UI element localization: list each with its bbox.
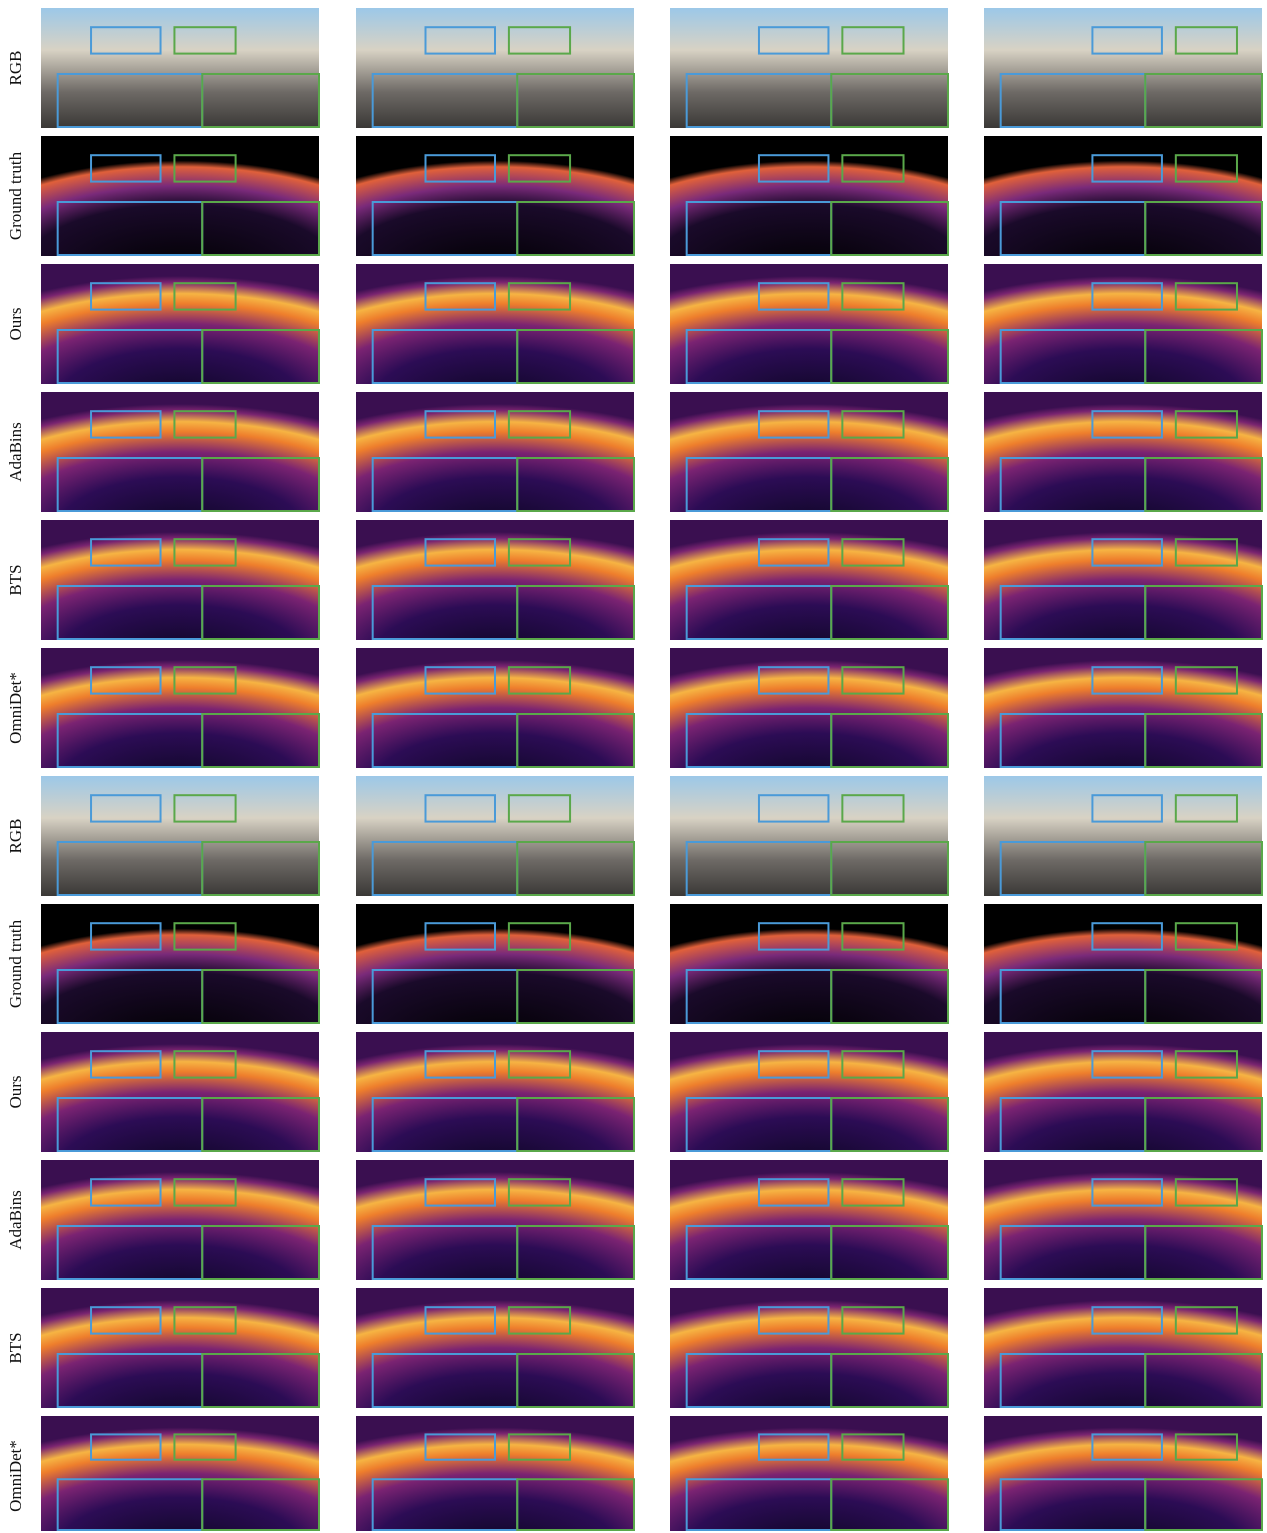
image-panel bbox=[670, 392, 948, 512]
image-panel bbox=[41, 520, 319, 640]
image-panel bbox=[984, 1160, 1262, 1280]
row-label: OmniDet* bbox=[6, 1440, 25, 1512]
image-panel bbox=[356, 904, 634, 1024]
image-panel bbox=[356, 1160, 634, 1280]
image-panel bbox=[356, 8, 634, 128]
image-panel bbox=[670, 520, 948, 640]
row-label: RGB bbox=[6, 51, 25, 86]
image-panel bbox=[670, 1160, 948, 1280]
row-label: Ground truth bbox=[6, 919, 25, 1008]
image-panel bbox=[41, 1032, 319, 1152]
image-panel bbox=[41, 1160, 319, 1280]
image-panel bbox=[356, 1288, 634, 1408]
image-panel bbox=[984, 1416, 1262, 1531]
image-panel bbox=[356, 1032, 634, 1152]
image-panel bbox=[41, 776, 319, 896]
image-panel bbox=[356, 648, 634, 768]
image-panel bbox=[356, 392, 634, 512]
image-panel bbox=[356, 1416, 634, 1531]
row-label: AdaBins bbox=[6, 1190, 25, 1250]
image-panel bbox=[41, 264, 319, 384]
row-label: RGB bbox=[6, 819, 25, 854]
image-panel bbox=[984, 8, 1262, 128]
image-panel bbox=[670, 904, 948, 1024]
image-panel bbox=[41, 392, 319, 512]
image-panel bbox=[356, 136, 634, 256]
image-panel bbox=[984, 904, 1262, 1024]
image-panel bbox=[984, 264, 1262, 384]
image-panel bbox=[984, 392, 1262, 512]
image-panel bbox=[41, 1416, 319, 1531]
image-panel bbox=[41, 648, 319, 768]
figure: RGB Ground truth Ours AdaBins BTS OmniDet* RGB… bbox=[0, 0, 1267, 1533]
image-panel bbox=[41, 8, 319, 128]
image-panel bbox=[670, 776, 948, 896]
image-panel bbox=[41, 136, 319, 256]
image-panel bbox=[356, 520, 634, 640]
row-label: Ours bbox=[6, 1075, 25, 1108]
image-panel bbox=[984, 520, 1262, 640]
row-label: Ground truth bbox=[6, 151, 25, 240]
image-panel bbox=[41, 904, 319, 1024]
row-label: Ours bbox=[6, 307, 25, 340]
row-label: BTS bbox=[6, 564, 25, 595]
image-panel bbox=[670, 648, 948, 768]
image-panel bbox=[356, 776, 634, 896]
image-panel bbox=[356, 264, 634, 384]
row-label: OmniDet* bbox=[6, 672, 25, 744]
image-panel bbox=[670, 136, 948, 256]
row-label: AdaBins bbox=[6, 422, 25, 482]
image-panel bbox=[984, 136, 1262, 256]
image-panel bbox=[670, 1032, 948, 1152]
image-panel bbox=[984, 776, 1262, 896]
image-panel bbox=[984, 1032, 1262, 1152]
image-panel bbox=[41, 1288, 319, 1408]
row-label: BTS bbox=[6, 1332, 25, 1363]
image-panel bbox=[670, 1416, 948, 1531]
image-panel bbox=[670, 1288, 948, 1408]
row-labels: RGB Ground truth Ours AdaBins BTS OmniDet* RGB… bbox=[6, 51, 25, 1512]
image-panel bbox=[670, 8, 948, 128]
image-panel bbox=[984, 648, 1262, 768]
image-panel bbox=[670, 264, 948, 384]
image-panel bbox=[984, 1288, 1262, 1408]
panel-grid bbox=[41, 8, 1262, 1531]
